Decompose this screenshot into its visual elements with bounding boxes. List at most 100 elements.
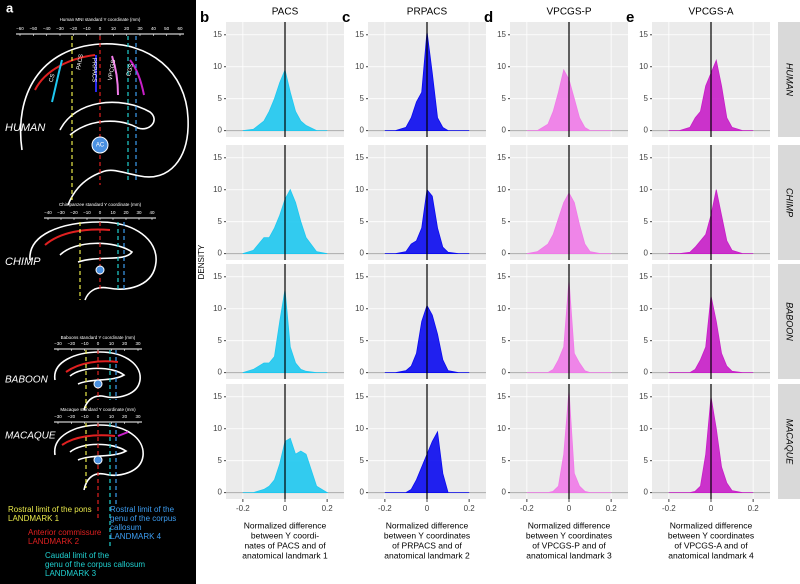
axis-tick-label: 10 (111, 26, 117, 31)
x-axis-label: anatomical landmark 3 (526, 550, 612, 560)
legend-text: callosum (110, 523, 142, 532)
strip-label: HUMAN (785, 63, 795, 96)
y-tick-label: 15 (639, 30, 648, 39)
axis-tick-label: −20 (70, 210, 78, 215)
brain-outlines (19, 43, 189, 491)
human-callosum (59, 101, 155, 136)
y-tick-label: 5 (360, 456, 365, 465)
y-tick-label: 0 (218, 126, 223, 135)
legend-text: Caudal limit of the (45, 551, 110, 560)
axis-title: Baboons standard Y coordinate (mm) (61, 335, 136, 340)
y-tick-label: 15 (355, 392, 364, 401)
axis-tick-label: −20 (68, 341, 76, 346)
axis-title: Human MNI standard Y coordinate (mm) (60, 17, 141, 22)
y-tick-label: 15 (639, 392, 648, 401)
axis-tick-label: 20 (124, 26, 130, 31)
ac-markers (91, 136, 109, 465)
axis-tick-label: 60 (177, 26, 183, 31)
x-axis-label: Normalized difference (244, 520, 327, 530)
axis-tick-label: 0 (97, 341, 100, 346)
x-axis-label: anatomical landmark 4 (668, 550, 754, 560)
y-tick-label: 5 (502, 336, 507, 345)
y-tick-label: 15 (213, 153, 222, 162)
legend-text: genu of the corpus callosum (45, 560, 145, 569)
y-tick-label: 10 (355, 424, 364, 433)
x-tick-label: 0.2 (606, 504, 618, 513)
axis-tick-label: 50 (164, 26, 170, 31)
legend-text: LANDMARK 2 (28, 537, 80, 546)
x-axis-label: of VPCGS-P and of (532, 540, 606, 550)
x-tick-label: 0.2 (464, 504, 476, 513)
axis-tick-label: −50 (30, 26, 38, 31)
y-tick-label: 0 (644, 249, 649, 258)
x-axis-label: nates of PACS and of (244, 540, 326, 550)
y-tick-label: 15 (213, 392, 222, 401)
axis-tick-label: 30 (135, 341, 141, 346)
y-tick-label: 0 (502, 488, 507, 497)
y-tick-label: 10 (497, 304, 506, 313)
y-tick-label: 0 (218, 488, 223, 497)
axis-tick-label: −30 (57, 210, 65, 215)
panel-letter: e (626, 9, 634, 26)
y-tick-label: 5 (360, 94, 365, 103)
strip-label: CHIMP (785, 188, 795, 217)
y-tick-label: 0 (502, 126, 507, 135)
legend-text: Rostral limit of the pons (8, 505, 92, 514)
y-tick-label: 10 (639, 185, 648, 194)
axis-tick-label: 0 (97, 414, 100, 419)
panel-letter: d (484, 9, 493, 26)
axis-tick-label: 0 (99, 210, 102, 215)
y-tick-label: 10 (639, 304, 648, 313)
panel-title: PRPACS (407, 7, 448, 18)
x-axis-label: Normalized difference (528, 520, 611, 530)
x-axis-label: between Y coordinates (384, 530, 470, 540)
landmark-lines (71, 36, 137, 548)
axis-tick-label: 40 (151, 26, 157, 31)
axis-title: Macaque standard Y coordinate (mm) (60, 407, 136, 412)
x-tick-label: -0.2 (378, 504, 392, 513)
y-tick-label: 15 (355, 30, 364, 39)
x-axis-label: of PRPACS and of (392, 540, 462, 550)
y-tick-label: 15 (497, 392, 506, 401)
x-tick-label: 0 (709, 504, 714, 513)
y-tick-label: 5 (218, 94, 223, 103)
y-tick-label: 10 (213, 185, 222, 194)
axis-tick-label: 10 (109, 414, 115, 419)
y-tick-label: 5 (644, 94, 649, 103)
axis-tick-label: −40 (44, 210, 52, 215)
axis-tick-label: −20 (68, 414, 76, 419)
panel-title: PACS (272, 7, 299, 18)
y-tick-label: 0 (644, 126, 649, 135)
strip-label: BABOON (785, 302, 795, 341)
axis-tick-label: −30 (56, 26, 64, 31)
legend-text: LANDMARK 4 (110, 532, 162, 541)
baboon-callosum (69, 367, 126, 385)
sulci-lines (34, 54, 145, 446)
y-tick-label: 10 (213, 304, 222, 313)
axis-tick-label: 20 (122, 414, 128, 419)
sulcus-label: CS (49, 73, 57, 83)
panel-title: VPCGS-A (688, 7, 733, 18)
axis-tick-label: 20 (122, 341, 128, 346)
y-tick-label: 5 (644, 217, 649, 226)
y-tick-label: 5 (218, 456, 223, 465)
y-tick-label: 5 (502, 456, 507, 465)
y-tick-label: 0 (644, 368, 649, 377)
x-tick-label: -0.2 (520, 504, 534, 513)
y-tick-label: 5 (502, 217, 507, 226)
y-tick-label: 0 (218, 368, 223, 377)
strip (778, 264, 800, 379)
x-axis-label: anatomical landmark 2 (384, 550, 470, 560)
y-tick-label: 15 (497, 153, 506, 162)
axis-tick-label: 10 (110, 210, 116, 215)
y-tick-label: 0 (360, 488, 365, 497)
axis-tick-label: −10 (83, 210, 91, 215)
x-tick-label: 0.2 (748, 504, 760, 513)
legend-text: genu of the corpus (110, 514, 176, 523)
strip-label: MACAQUE (785, 419, 795, 466)
y-tick-label: 10 (355, 62, 364, 71)
x-tick-label: 0 (283, 504, 288, 513)
axis-tick-label: 30 (136, 210, 142, 215)
y-tick-label: 10 (639, 62, 648, 71)
